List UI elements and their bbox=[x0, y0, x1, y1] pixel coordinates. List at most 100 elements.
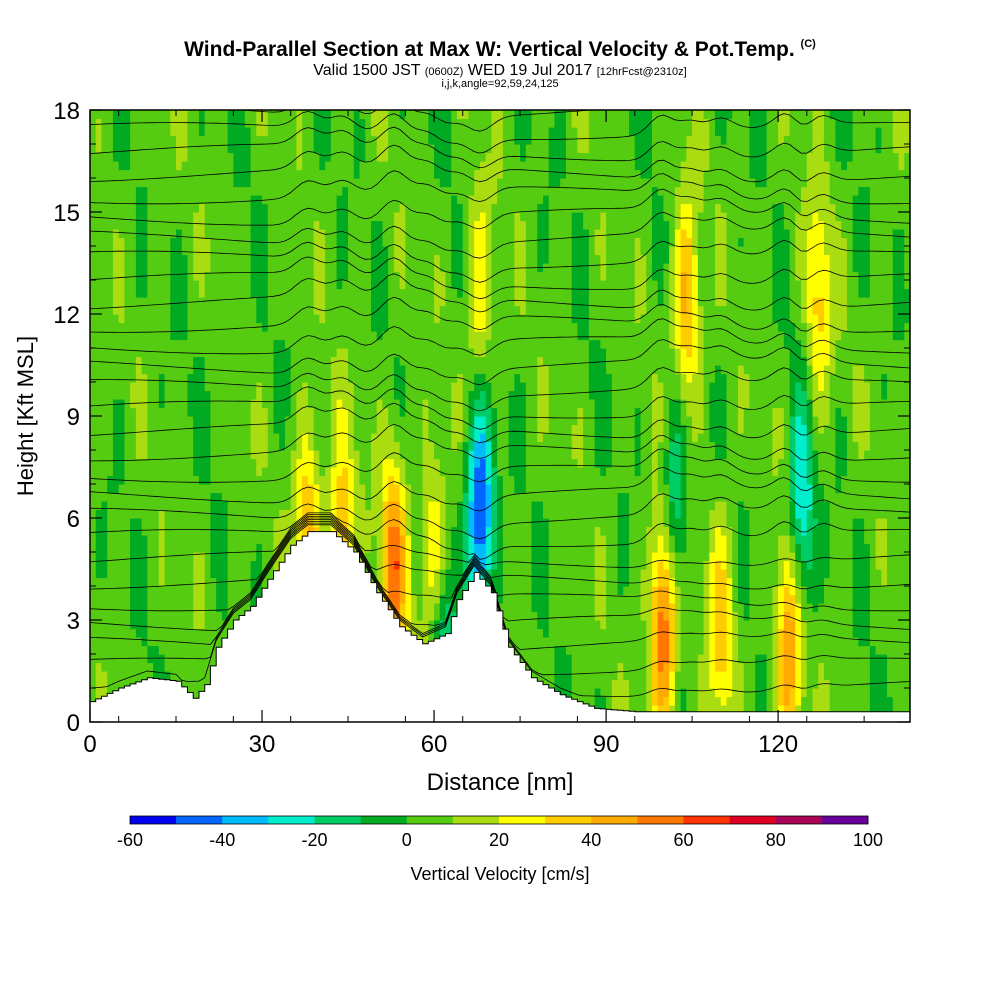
vv-cell bbox=[365, 297, 372, 307]
vv-cell bbox=[290, 186, 298, 196]
vv-cell bbox=[416, 144, 424, 154]
vv-cell bbox=[273, 254, 280, 264]
vv-cell bbox=[158, 560, 166, 570]
vv-cell bbox=[428, 560, 435, 570]
vv-cell bbox=[428, 186, 435, 196]
vv-cell bbox=[422, 424, 429, 434]
vv-cell bbox=[250, 280, 257, 290]
vv-cell bbox=[135, 135, 143, 145]
vv-cell bbox=[388, 271, 395, 281]
vv-cell bbox=[158, 390, 166, 400]
vv-cell bbox=[204, 390, 212, 400]
vv-cell bbox=[428, 552, 435, 562]
vv-cell bbox=[176, 195, 183, 205]
vv-cell bbox=[279, 475, 286, 485]
vv-cell bbox=[445, 237, 452, 247]
vv-cell bbox=[462, 161, 470, 171]
vv-cell bbox=[284, 382, 292, 392]
vv-cell bbox=[405, 382, 412, 392]
vv-cell bbox=[359, 399, 366, 409]
vv-cell bbox=[153, 611, 160, 621]
vv-cell bbox=[158, 671, 166, 681]
vv-cell bbox=[187, 339, 194, 349]
chart-title: Wind-Parallel Section at Max W: Vertical… bbox=[184, 38, 816, 61]
vv-cell bbox=[273, 118, 280, 128]
vv-cell bbox=[130, 637, 137, 647]
vv-cell bbox=[221, 135, 229, 145]
vv-cell bbox=[302, 356, 309, 366]
vv-cell bbox=[296, 186, 303, 196]
vv-cell bbox=[445, 450, 452, 460]
vv-cell bbox=[439, 152, 447, 162]
vv-cell bbox=[198, 475, 206, 485]
vv-cell bbox=[187, 254, 194, 264]
vv-cell bbox=[393, 348, 401, 358]
vv-cell bbox=[399, 441, 406, 451]
vv-cell bbox=[365, 475, 372, 485]
vv-cell bbox=[468, 441, 475, 451]
vv-cell bbox=[164, 169, 171, 179]
vv-cell bbox=[198, 679, 206, 689]
vv-cell bbox=[130, 195, 137, 205]
vv-cell bbox=[90, 611, 97, 621]
vv-cell bbox=[451, 203, 458, 213]
vv-cell bbox=[416, 560, 424, 570]
vv-cell bbox=[434, 229, 441, 239]
vv-cell bbox=[112, 118, 120, 128]
vv-cell bbox=[170, 671, 177, 681]
vv-cell bbox=[370, 399, 378, 409]
vv-cell bbox=[101, 220, 108, 230]
vv-cell bbox=[130, 552, 137, 562]
vv-cell bbox=[474, 492, 481, 502]
vv-cell bbox=[330, 314, 338, 324]
vv-cell bbox=[348, 203, 355, 213]
vv-cell bbox=[273, 161, 280, 171]
vv-cell bbox=[468, 509, 475, 519]
vv-cell bbox=[388, 543, 395, 553]
vv-cell bbox=[388, 416, 395, 426]
vv-cell bbox=[95, 186, 103, 196]
vv-cell bbox=[439, 611, 447, 621]
vv-cell bbox=[405, 339, 412, 349]
vv-cell bbox=[468, 433, 475, 443]
vv-cell bbox=[256, 297, 263, 307]
vv-cell bbox=[198, 152, 206, 162]
vv-cell bbox=[336, 118, 343, 128]
vv-cell bbox=[124, 297, 131, 307]
vv-cell bbox=[416, 178, 424, 188]
vv-cell bbox=[193, 220, 200, 230]
vv-cell bbox=[198, 526, 206, 536]
vv-cell bbox=[348, 373, 355, 383]
vv-cell bbox=[479, 458, 487, 468]
vv-cell bbox=[118, 161, 125, 171]
vv-cell bbox=[233, 246, 240, 256]
vv-cell bbox=[227, 314, 234, 324]
vv-cell bbox=[474, 560, 481, 570]
vv-cell bbox=[393, 127, 401, 137]
vv-cell bbox=[313, 246, 320, 256]
vv-cell bbox=[250, 127, 257, 137]
vv-cell bbox=[164, 475, 171, 485]
vv-cell bbox=[221, 331, 229, 341]
vv-cell bbox=[273, 135, 280, 145]
vv-cell bbox=[388, 526, 395, 536]
vv-cell bbox=[336, 110, 343, 120]
vv-cell bbox=[370, 526, 378, 536]
vv-cell bbox=[365, 110, 372, 120]
vv-cell bbox=[124, 288, 131, 298]
vv-cell bbox=[244, 246, 252, 256]
vv-cell bbox=[330, 152, 338, 162]
vv-cell bbox=[348, 526, 355, 536]
vv-cell bbox=[124, 450, 131, 460]
vv-cell bbox=[158, 305, 166, 315]
vv-cell bbox=[434, 356, 441, 366]
vv-cell bbox=[112, 178, 120, 188]
vv-cell bbox=[393, 229, 401, 239]
vv-cell bbox=[416, 484, 424, 494]
vv-cell bbox=[204, 152, 212, 162]
vv-cell bbox=[262, 127, 269, 137]
vv-cell bbox=[267, 186, 275, 196]
vv-cell bbox=[176, 118, 183, 128]
vv-cell bbox=[153, 118, 160, 128]
vv-cell bbox=[468, 144, 475, 154]
